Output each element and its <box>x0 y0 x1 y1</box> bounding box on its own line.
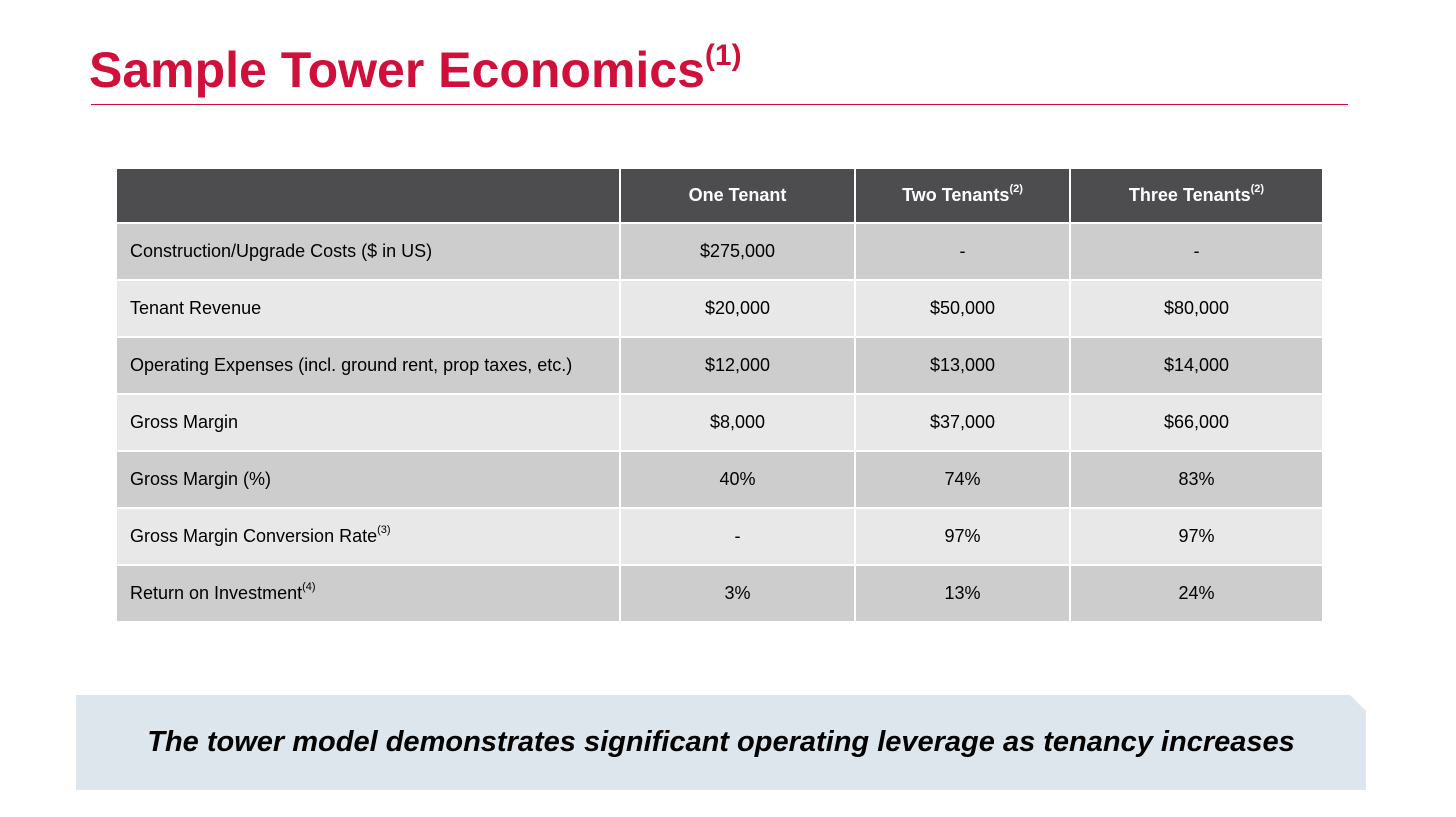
row-label-text: Construction/Upgrade Costs ($ in US) <box>130 241 433 261</box>
row-label-text: Tenant Revenue <box>130 298 262 318</box>
row-label: Gross Margin Conversion Rate(3) <box>115 507 621 566</box>
table-row: Return on Investment(4) 3% 13% 24% <box>115 564 1324 623</box>
table-cell: $50,000 <box>854 279 1071 338</box>
table-cell: $13,000 <box>854 336 1071 395</box>
column-header-footnote: (2) <box>1009 183 1023 195</box>
table-cell: $275,000 <box>619 222 856 281</box>
row-label-text: Gross Margin Conversion Rate <box>130 526 378 546</box>
economics-table: One Tenant Two Tenants(2) Three Tenants(… <box>115 167 1324 623</box>
table-cell: $66,000 <box>1069 393 1324 452</box>
row-label: Gross Margin (%) <box>115 450 621 509</box>
column-header-label: Three Tenants <box>1128 185 1251 205</box>
column-header-one-tenant: One Tenant <box>619 167 856 224</box>
table-cell: $20,000 <box>619 279 856 338</box>
table-cell: 97% <box>1069 507 1324 566</box>
title-divider <box>91 104 1348 105</box>
page-title: Sample Tower Economics(1) <box>89 40 742 100</box>
table-cell: $80,000 <box>1069 279 1324 338</box>
row-label-text: Gross Margin <box>130 412 239 432</box>
table-cell: - <box>854 222 1071 281</box>
table-cell: 97% <box>854 507 1071 566</box>
table-cell: 74% <box>854 450 1071 509</box>
row-label: Construction/Upgrade Costs ($ in US) <box>115 222 621 281</box>
table-cell: 24% <box>1069 564 1324 623</box>
row-label-text: Operating Expenses (incl. ground rent, p… <box>130 355 573 375</box>
table-cell: 13% <box>854 564 1071 623</box>
row-label-text: Gross Margin (%) <box>130 469 272 489</box>
title-footnote: (1) <box>704 39 742 73</box>
column-header-footnote: (2) <box>1250 183 1265 195</box>
column-header-label: Two Tenants <box>902 185 1010 205</box>
table-cell: 3% <box>619 564 856 623</box>
row-label-footnote: (3) <box>377 524 391 536</box>
page-title-text: Sample Tower Economics <box>89 42 705 98</box>
column-header-three-tenants: Three Tenants(2) <box>1069 167 1324 224</box>
table-cell: 83% <box>1069 450 1324 509</box>
column-header-two-tenants: Two Tenants(2) <box>854 167 1071 224</box>
row-label: Operating Expenses (incl. ground rent, p… <box>115 336 621 395</box>
takeaway-text: The tower model demonstrates significant… <box>147 726 1295 758</box>
table-cell: 40% <box>619 450 856 509</box>
row-label: Tenant Revenue <box>115 279 621 338</box>
table-cell: - <box>619 507 856 566</box>
row-label-text: Return on Investment <box>130 583 303 603</box>
table-cell: $14,000 <box>1069 336 1324 395</box>
table-row: Construction/Upgrade Costs ($ in US) $27… <box>115 222 1324 281</box>
table-row: Tenant Revenue $20,000 $50,000 $80,000 <box>115 279 1324 338</box>
table-row: Gross Margin (%) 40% 74% 83% <box>115 450 1324 509</box>
table-row: Operating Expenses (incl. ground rent, p… <box>115 336 1324 395</box>
row-label-footnote: (4) <box>302 581 316 593</box>
column-header-blank <box>115 167 621 224</box>
table-cell: $12,000 <box>619 336 856 395</box>
table-row: Gross Margin Conversion Rate(3) - 97% 97… <box>115 507 1324 566</box>
table-cell: - <box>1069 222 1324 281</box>
table-row: Gross Margin $8,000 $37,000 $66,000 <box>115 393 1324 452</box>
table-cell: $37,000 <box>854 393 1071 452</box>
column-header-label: One Tenant <box>688 185 787 205</box>
table-header-row: One Tenant Two Tenants(2) Three Tenants(… <box>115 167 1324 224</box>
row-label: Return on Investment(4) <box>115 564 621 623</box>
takeaway-banner: The tower model demonstrates significant… <box>76 695 1366 790</box>
table-cell: $8,000 <box>619 393 856 452</box>
row-label: Gross Margin <box>115 393 621 452</box>
